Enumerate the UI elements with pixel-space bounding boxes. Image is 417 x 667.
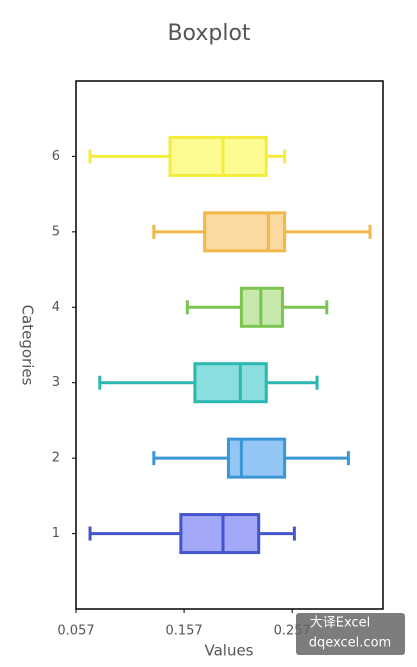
x-tick-label: 0.057 <box>57 624 94 639</box>
watermark-text: 大译Excel <box>310 616 370 631</box>
box <box>179 513 261 555</box>
watermark: 大译Excel dqexcel.com <box>296 613 405 655</box>
y-tick-label: 1 <box>52 526 60 541</box>
y-tick-label: 6 <box>52 149 60 164</box>
box <box>168 135 268 177</box>
y-tick-label: 4 <box>52 300 60 315</box>
watermark-text: dqexcel.com <box>309 636 391 651</box>
y-axis-label: Categories <box>19 305 37 386</box>
y-tick-label: 3 <box>52 375 60 390</box>
box <box>203 211 287 253</box>
plot-frame <box>75 80 384 610</box>
y-tick-label: 2 <box>52 451 60 466</box>
y-tick-label: 5 <box>52 224 60 239</box>
box <box>226 437 287 479</box>
box <box>193 362 268 404</box>
x-axis-label: Values <box>204 642 253 660</box>
x-tick-label: 0.157 <box>165 624 202 639</box>
chart-title: Boxplot <box>167 21 250 46</box>
watermark-bg <box>296 613 405 655</box>
